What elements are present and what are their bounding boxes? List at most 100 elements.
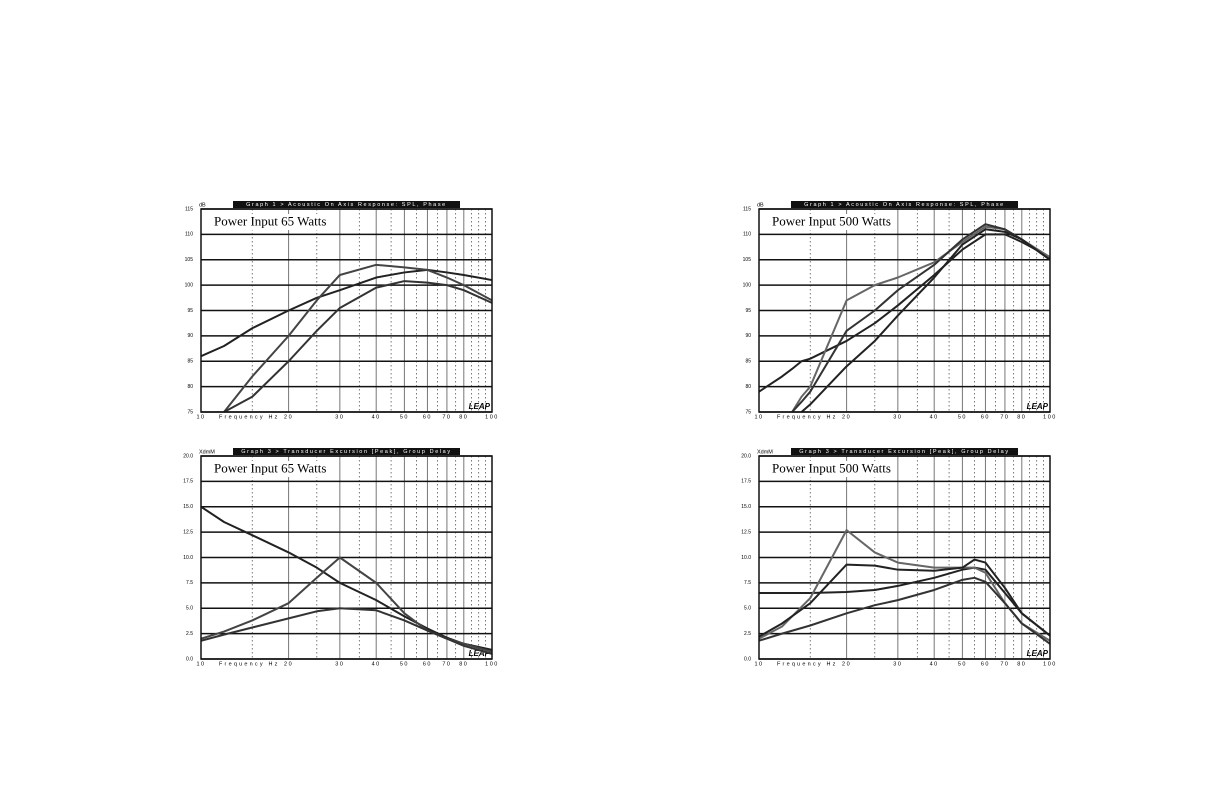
header-bar <box>791 201 1018 208</box>
y-axis-label: XdmM <box>199 449 215 455</box>
x-tick-label: 50 <box>958 414 967 420</box>
chart: Graph 1 > Acoustic On Axis Response: SPL… <box>743 201 1057 420</box>
y-tick-label: 80 <box>187 384 193 390</box>
logo: LEAP <box>1027 649 1049 658</box>
y-tick-label: 15.0 <box>183 504 193 510</box>
y-tick-label: 90 <box>745 333 751 339</box>
series-line <box>758 576 1051 645</box>
x-tick-label: 40 <box>930 414 939 420</box>
y-tick-label: 17.5 <box>183 479 193 485</box>
logo: LEAP <box>1027 402 1049 411</box>
header: Graph 3 > Transducer Excursion [Peak], G… <box>799 449 1009 455</box>
y-tick-label: 85 <box>745 359 751 365</box>
x-tick-label: 50 <box>400 414 409 420</box>
x-axis-label: Frequency Hz <box>219 661 280 667</box>
annotation-bg <box>211 214 336 230</box>
y-tick-label: 2.5 <box>744 631 751 637</box>
plot-frame <box>758 455 1051 660</box>
x-axis-label: Frequency Hz <box>777 661 838 667</box>
series-line <box>758 558 1051 638</box>
y-tick-label: 20.0 <box>741 453 751 459</box>
x-tick-label: 30 <box>893 414 902 420</box>
y-axis-label: dB <box>757 202 764 208</box>
series-line <box>223 280 493 413</box>
x-tick-label: 20 <box>842 414 851 420</box>
y-tick-label: 110 <box>185 232 193 238</box>
x-tick-label: 60 <box>423 661 432 667</box>
x-tick-label: 30 <box>335 661 344 667</box>
header-bar <box>791 448 1018 455</box>
x-tick-label: 30 <box>335 414 344 420</box>
x-tick-label: 50 <box>400 661 409 667</box>
series-line <box>223 263 493 413</box>
y-tick-label: 7.5 <box>744 580 751 586</box>
series-line <box>758 233 1051 393</box>
x-tick-label: 40 <box>372 661 381 667</box>
y-tick-label: 80 <box>745 384 751 390</box>
y-tick-label: 0.0 <box>186 656 193 662</box>
series-line <box>200 505 493 651</box>
y-tick-label: 100 <box>743 282 752 288</box>
header: Graph 1 > Acoustic On Axis Response: SPL… <box>246 202 447 208</box>
x-tick-label: 10 <box>754 414 763 420</box>
x-tick-label: 70 <box>442 661 451 667</box>
x-tick-label: 100 <box>1043 414 1057 420</box>
chart: Graph 1 > Acoustic On Axis Response: SPL… <box>185 201 497 420</box>
y-tick-label: 100 <box>185 282 194 288</box>
y-tick-label: 85 <box>187 359 193 365</box>
x-tick-label: 80 <box>459 661 468 667</box>
header: Graph 1 > Acoustic On Axis Response: SPL… <box>804 202 1005 208</box>
y-tick-label: 115 <box>743 206 751 212</box>
y-tick-label: 12.5 <box>183 529 193 535</box>
x-tick-label: 40 <box>930 661 939 667</box>
y-tick-label: 2.5 <box>186 631 193 637</box>
x-tick-label: 70 <box>1000 661 1009 667</box>
chart: Graph 3 > Transducer Excursion [Peak], G… <box>183 448 499 667</box>
annotation: Power Input 500 Watts <box>772 213 891 228</box>
series-line <box>200 268 493 358</box>
header: Graph 3 > Transducer Excursion [Peak], G… <box>241 449 451 455</box>
annotation: Power Input 500 Watts <box>772 460 891 475</box>
annotation-bg <box>211 461 336 477</box>
x-tick-label: 60 <box>981 414 990 420</box>
y-axis-label: dB <box>199 202 206 208</box>
annotation-bg <box>769 214 894 230</box>
y-tick-label: 10.0 <box>741 555 751 561</box>
y-tick-label: 5.0 <box>744 606 751 612</box>
x-tick-label: 60 <box>423 414 432 420</box>
y-tick-label: 0.0 <box>744 656 751 662</box>
x-axis-label: Frequency Hz <box>219 414 280 420</box>
chart: Graph 3 > Transducer Excursion [Peak], G… <box>741 448 1057 667</box>
x-tick-label: 70 <box>1000 414 1009 420</box>
x-tick-label: 100 <box>1043 661 1057 667</box>
y-tick-label: 20.0 <box>183 453 193 459</box>
annotation-bg <box>769 461 894 477</box>
x-tick-label: 20 <box>284 414 293 420</box>
y-axis-label: XdmM <box>757 449 773 455</box>
header-bar <box>233 201 460 208</box>
x-tick-label: 70 <box>442 414 451 420</box>
series-line <box>759 566 1051 637</box>
y-tick-label: 115 <box>185 206 193 212</box>
x-tick-label: 80 <box>1017 414 1026 420</box>
y-tick-label: 7.5 <box>186 580 193 586</box>
x-tick-label: 30 <box>893 661 902 667</box>
y-tick-label: 75 <box>187 409 193 415</box>
y-tick-label: 95 <box>187 308 193 314</box>
x-tick-label: 80 <box>1017 661 1026 667</box>
logo: LEAP <box>469 649 491 658</box>
x-tick-label: 50 <box>958 661 967 667</box>
y-tick-label: 15.0 <box>741 504 751 510</box>
x-tick-label: 80 <box>459 414 468 420</box>
y-tick-label: 110 <box>743 232 751 238</box>
x-tick-label: 10 <box>196 661 205 667</box>
x-tick-label: 100 <box>485 661 499 667</box>
annotation: Power Input 65 Watts <box>214 213 326 228</box>
series-line <box>200 607 493 655</box>
y-tick-label: 10.0 <box>183 555 193 561</box>
y-tick-label: 5.0 <box>186 606 193 612</box>
x-tick-label: 20 <box>842 661 851 667</box>
y-tick-label: 75 <box>745 409 751 415</box>
x-axis-label: Frequency Hz <box>777 414 838 420</box>
